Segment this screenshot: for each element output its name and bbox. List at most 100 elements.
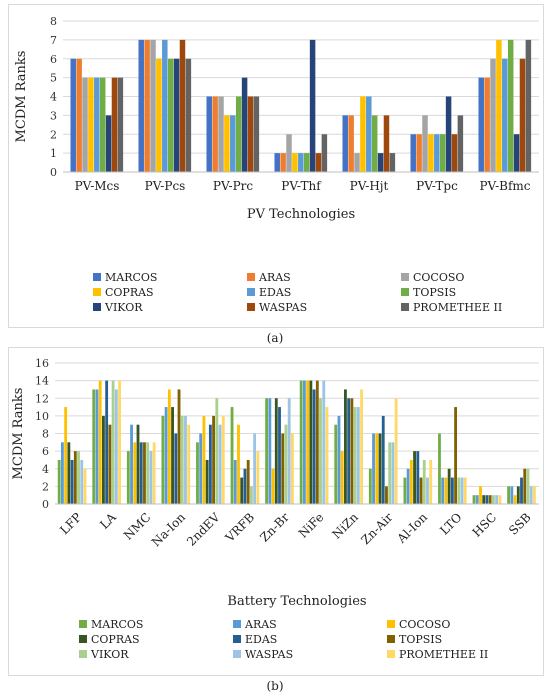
bar-vikor bbox=[319, 398, 322, 504]
bar-edas bbox=[366, 96, 372, 172]
legend-swatch bbox=[93, 288, 101, 296]
bar-vikor bbox=[284, 424, 288, 504]
bar-edas bbox=[347, 398, 351, 504]
bar-copras bbox=[309, 380, 313, 504]
bar-copras bbox=[102, 415, 105, 504]
bar-marcos bbox=[230, 407, 234, 504]
bar-topsis bbox=[303, 153, 310, 172]
bar-edas bbox=[298, 153, 304, 172]
bar-promethee-ii bbox=[152, 442, 156, 504]
legend-label: EDAS bbox=[259, 286, 291, 299]
bar-vikor bbox=[77, 451, 80, 504]
caption-a: (a) bbox=[266, 331, 284, 345]
bar-copras bbox=[171, 407, 174, 504]
bar-copras bbox=[224, 115, 230, 172]
bar-marcos bbox=[478, 77, 484, 172]
bar-marcos bbox=[138, 39, 144, 172]
bar-promethee-ii bbox=[256, 451, 260, 504]
x-tick-label: PV-Mcs bbox=[75, 179, 120, 193]
bar-aras bbox=[484, 77, 490, 172]
x-tick-label: LA bbox=[97, 510, 119, 532]
bar-aras bbox=[406, 468, 410, 504]
bar-cocoso bbox=[286, 134, 292, 172]
bar-copras bbox=[136, 424, 140, 504]
y-tick-label: 4 bbox=[42, 463, 49, 476]
x-tick-label: LFP bbox=[57, 510, 84, 537]
bar-waspas bbox=[218, 424, 222, 504]
bar-copras bbox=[205, 459, 209, 504]
legend-swatch bbox=[247, 273, 255, 281]
bar-promethee-ii bbox=[253, 96, 260, 172]
bar-waspas bbox=[519, 58, 526, 172]
caption-b: (b) bbox=[266, 679, 284, 693]
legend-swatch bbox=[401, 288, 409, 296]
bar-cocoso bbox=[306, 380, 310, 504]
legend-swatch bbox=[93, 273, 101, 281]
x-axis-title: PV Technologies bbox=[247, 207, 355, 222]
bar-waspas bbox=[253, 433, 257, 504]
x-tick-label: PV-Tpc bbox=[416, 179, 458, 193]
bar-cocoso bbox=[150, 39, 156, 172]
x-tick-label: HSC bbox=[470, 510, 500, 540]
bar-topsis bbox=[177, 389, 181, 504]
bar-marcos bbox=[472, 495, 476, 504]
legend-label: VIKOR bbox=[90, 648, 129, 661]
bar-edas bbox=[174, 433, 178, 504]
bar-topsis bbox=[350, 398, 354, 504]
bar-promethee-ii bbox=[117, 77, 124, 172]
legend-swatch bbox=[233, 620, 241, 628]
bar-vikor bbox=[180, 415, 184, 504]
x-tick-label: PV-Prc bbox=[213, 179, 254, 193]
bar-vikor bbox=[353, 407, 357, 504]
bar-edas bbox=[105, 380, 109, 504]
bar-promethee-ii bbox=[498, 495, 502, 504]
bar-vikor bbox=[111, 380, 115, 504]
legend-label: PROMETHEE II bbox=[413, 301, 502, 314]
bar-aras bbox=[130, 424, 133, 504]
bar-copras bbox=[274, 398, 278, 504]
bar-topsis bbox=[281, 433, 285, 504]
bar-marcos bbox=[57, 459, 61, 504]
x-tick-label: 2ndEV bbox=[184, 510, 223, 549]
x-tick-label: Na-Ion bbox=[149, 510, 188, 549]
bar-promethee-ii bbox=[187, 424, 191, 504]
bar-vikor bbox=[445, 96, 452, 172]
bar-topsis bbox=[143, 442, 146, 504]
bar-cocoso bbox=[354, 153, 360, 172]
y-tick-label: 2 bbox=[42, 480, 49, 493]
bar-edas bbox=[502, 58, 508, 172]
legend-label: VIKOR bbox=[104, 301, 143, 314]
bar-waspas bbox=[495, 495, 499, 504]
bar-copras bbox=[344, 389, 347, 504]
bar-cocoso bbox=[422, 115, 428, 172]
y-tick-label: 16 bbox=[35, 357, 49, 370]
bar-copras bbox=[482, 495, 486, 504]
bar-topsis bbox=[439, 134, 446, 172]
legend-label: TOPSIS bbox=[399, 633, 442, 646]
bar-topsis bbox=[212, 415, 216, 504]
bar-copras bbox=[428, 134, 434, 172]
bar-topsis bbox=[235, 96, 242, 172]
bar-waspas bbox=[184, 415, 187, 504]
bar-marcos bbox=[161, 415, 165, 504]
bar-edas bbox=[230, 115, 236, 172]
bar-aras bbox=[280, 153, 286, 172]
bar-aras bbox=[60, 442, 64, 504]
bar-vikor bbox=[146, 442, 150, 504]
bar-marcos bbox=[265, 398, 269, 504]
legend-swatch bbox=[387, 620, 395, 628]
bar-promethee-ii bbox=[325, 407, 329, 504]
bar-promethee-ii bbox=[463, 477, 467, 504]
bar-copras bbox=[88, 77, 94, 172]
bar-cocoso bbox=[82, 77, 88, 172]
bar-promethee-ii bbox=[389, 153, 396, 172]
bar-copras bbox=[413, 451, 416, 504]
bar-promethee-ii bbox=[533, 486, 536, 504]
legend-swatch bbox=[79, 650, 87, 658]
legend-label: MARCOS bbox=[105, 271, 157, 284]
bar-aras bbox=[144, 39, 150, 172]
bar-topsis bbox=[315, 380, 319, 504]
bar-waspas bbox=[287, 398, 291, 504]
y-tick-label: 4 bbox=[50, 91, 57, 104]
